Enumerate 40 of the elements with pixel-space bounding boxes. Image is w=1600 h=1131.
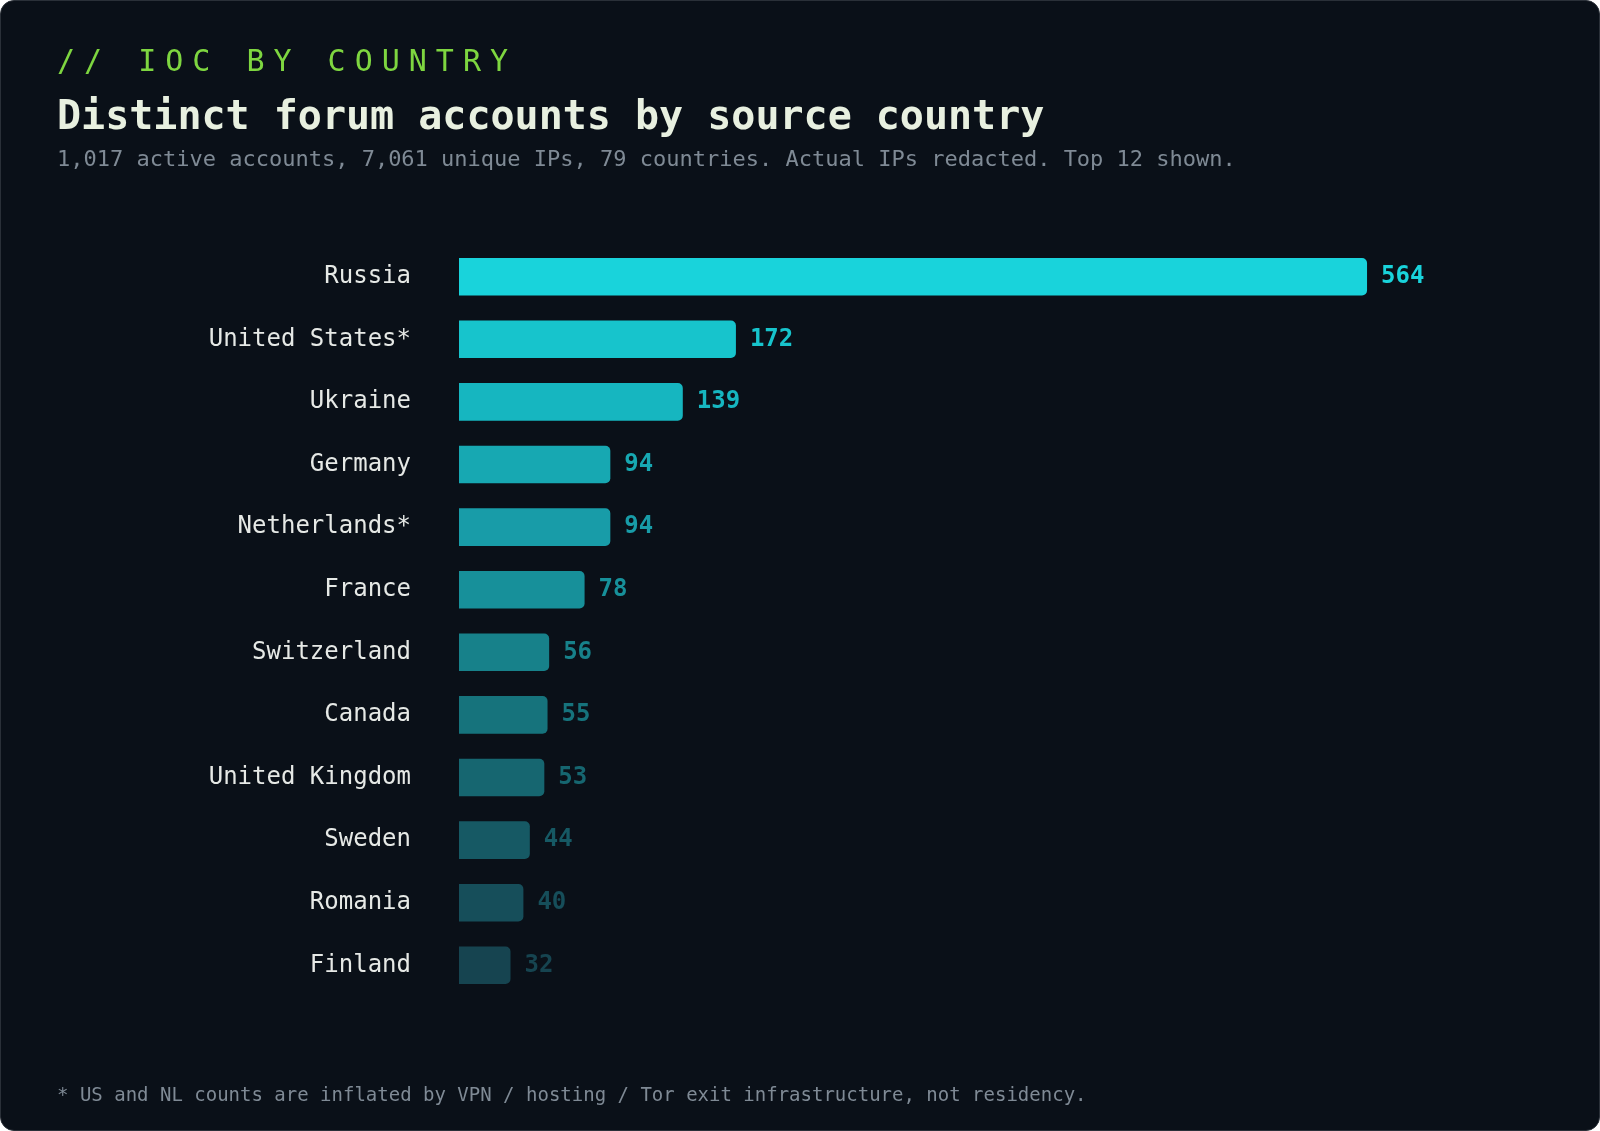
y-tick-label: France — [324, 573, 411, 602]
y-tick-label: United States* — [208, 323, 411, 352]
data-label: 40 — [537, 886, 567, 915]
bar — [459, 570, 585, 609]
y-tick-label: Russia — [324, 260, 411, 289]
chart-title: Distinct forum accounts by source country — [57, 92, 1046, 138]
y-tick-label: Germany — [309, 448, 411, 477]
y-tick-label: Finland — [309, 949, 411, 978]
y-tick-label: Sweden — [324, 824, 411, 853]
data-label: 94 — [624, 511, 654, 540]
y-tick-label: Ukraine — [309, 386, 411, 415]
bar — [459, 257, 1368, 296]
y-tick-label: Netherlands* — [237, 511, 411, 540]
y-tick-label: Switzerland — [252, 636, 411, 665]
bar — [459, 508, 611, 546]
bar — [459, 445, 611, 484]
data-label: 55 — [561, 699, 591, 728]
y-tick-label: Canada — [324, 699, 411, 728]
data-label: 44 — [543, 824, 573, 853]
chart-subtitle: 1,017 active accounts, 7,061 unique IPs, 79 countries. Actual IPs redacted. Top 12 shown. — [57, 146, 1237, 171]
data-label: 32 — [524, 949, 554, 978]
text: * US and NL counts are inflated by VPN / hosting / Tor exit infrastructure, not residency. — [57, 1083, 1087, 1105]
data-label: 56 — [563, 636, 593, 665]
bar — [459, 383, 683, 421]
data-label: 564 — [1381, 260, 1425, 289]
bar — [459, 821, 530, 859]
data-label: 139 — [696, 386, 741, 415]
bar — [459, 946, 511, 985]
y-tick-label: United Kingdom — [208, 761, 411, 790]
bar — [459, 696, 548, 734]
bar — [459, 320, 736, 359]
bar — [459, 758, 545, 797]
y-tick-label: Romania — [309, 886, 411, 915]
data-label: 94 — [624, 448, 654, 477]
bar — [459, 633, 550, 672]
bar — [459, 883, 524, 922]
data-label: 78 — [598, 573, 628, 602]
data-label: 172 — [749, 323, 794, 352]
text: // IOC BY COUNTRY — [57, 43, 519, 78]
data-label: 53 — [558, 761, 588, 790]
